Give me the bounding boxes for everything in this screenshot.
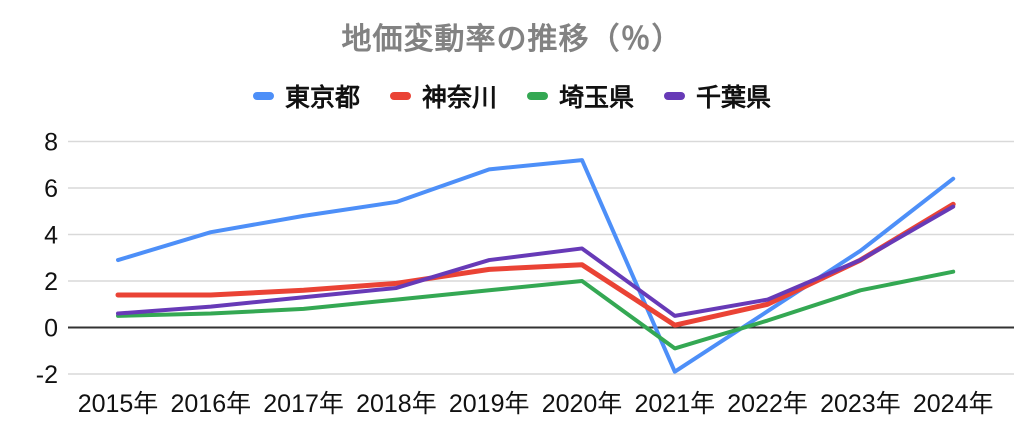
chart-title: 地価変動率の推移（％）: [341, 23, 683, 56]
x-tick-label: 2022年: [727, 390, 808, 418]
chart-legend: 東京都 神奈川 埼玉県 千葉県: [0, 78, 1024, 114]
x-tick-label: 2019年: [449, 390, 530, 418]
x-tick-label: 2020年: [542, 390, 623, 418]
y-tick-label: 4: [44, 222, 58, 250]
legend-swatch-kanagawa: [389, 92, 411, 100]
series-line-2: [116, 269, 956, 351]
y-tick-label: 6: [44, 175, 58, 203]
x-tick-label: 2021年: [634, 390, 715, 418]
legend-item-chiba: 千葉県: [664, 78, 771, 114]
x-tick-label: 2018年: [356, 390, 437, 418]
x-tick-label: 2023年: [820, 390, 901, 418]
y-tick-label: 2: [44, 268, 58, 296]
series-line-1: [115, 201, 956, 328]
legend-swatch-tokyo: [252, 92, 274, 100]
x-tick-label: 2024年: [913, 390, 994, 418]
legend-label-saitama: 埼玉県: [559, 84, 635, 112]
legend-label-tokyo: 東京都: [284, 84, 360, 112]
legend-swatch-chiba: [664, 92, 686, 100]
legend-swatch-saitama: [527, 92, 548, 100]
legend-label-kanagawa: 神奈川: [421, 84, 497, 112]
y-tick-label: -2: [36, 361, 58, 389]
x-tick-label: 2016年: [170, 390, 251, 418]
legend-label-chiba: 千葉県: [696, 84, 772, 112]
y-tick-label: 8: [44, 129, 58, 157]
x-tick-label: 2015年: [78, 390, 159, 418]
legend-item-kanagawa: 神奈川: [389, 78, 497, 114]
legend-item-saitama: 埼玉県: [527, 78, 634, 114]
legend-item-tokyo: 東京都: [252, 78, 360, 114]
series-line-3: [116, 204, 956, 318]
y-tick-label: 0: [44, 315, 58, 343]
x-tick-label: 2017年: [263, 390, 344, 418]
